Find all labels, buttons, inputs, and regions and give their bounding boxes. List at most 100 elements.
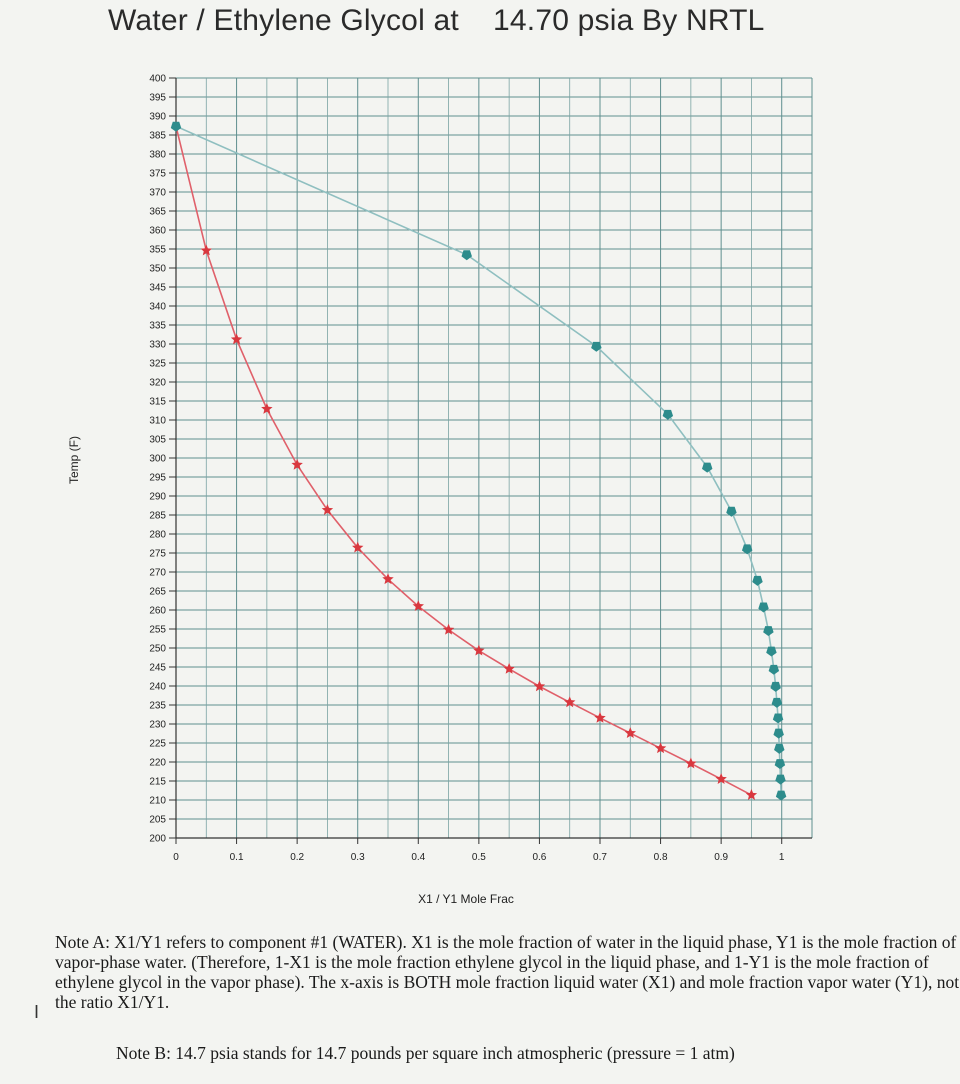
note-b: Note B: 14.7 psia stands for 14.7 pounds… [116, 1043, 735, 1063]
x-tick-label: 0.4 [411, 852, 425, 863]
x-tick-label: 1 [779, 852, 785, 863]
y-tick-label: 225 [149, 739, 166, 750]
y-tick-label: 335 [149, 321, 166, 332]
data-point [741, 544, 753, 555]
x-tick-label: 0.7 [593, 852, 607, 863]
y-tick-label: 265 [149, 587, 166, 598]
data-point [768, 664, 780, 675]
data-point [200, 244, 212, 256]
x-tick-label: 0.1 [230, 852, 244, 863]
data-point [591, 341, 602, 352]
data-point [170, 121, 182, 132]
x-tick-label: 0.8 [654, 852, 668, 863]
data-point [261, 402, 273, 414]
y-tick-label: 245 [149, 663, 166, 674]
y-tick-label: 340 [149, 302, 166, 313]
text-cursor-icon: I [34, 1002, 40, 1022]
y-tick-label: 385 [149, 131, 166, 142]
data-point [763, 626, 774, 637]
y-tick-label: 310 [149, 416, 166, 427]
y-tick-label: 315 [149, 397, 166, 408]
data-point [685, 757, 697, 769]
data-point [771, 697, 783, 708]
y-tick-label: 280 [149, 530, 166, 541]
y-tick-label: 320 [149, 378, 166, 389]
data-point [473, 644, 485, 656]
data-point [503, 662, 515, 674]
y-tick-label: 240 [149, 682, 166, 693]
x-tick-label: 0.2 [290, 852, 304, 863]
series-line-1 [175, 126, 752, 796]
y-tick-label: 370 [149, 188, 166, 199]
y-tick-label: 230 [149, 720, 166, 731]
data-point [382, 573, 394, 585]
data-point [715, 773, 727, 784]
y-tick-label: 270 [149, 568, 166, 579]
y-tick-label: 380 [149, 150, 166, 161]
y-tick-label: 220 [149, 758, 166, 769]
axes: 400 395 390 385 380 375 370 365 360 355 350 345 340 3… [149, 74, 812, 863]
data-point [564, 696, 576, 708]
y-tick-label: 235 [149, 701, 166, 712]
data-point [775, 774, 786, 785]
data-point [230, 333, 243, 345]
x-tick-label: 0.3 [351, 852, 365, 863]
data-point [654, 742, 667, 754]
y-tick-label: 290 [149, 492, 166, 503]
data-point [594, 711, 606, 723]
series-layer [170, 121, 787, 801]
x-tick-label: 0.9 [714, 852, 728, 863]
y-tick-label: 255 [149, 625, 166, 636]
y-tick-label: 215 [149, 777, 166, 788]
data-point [752, 575, 763, 586]
y-tick-label: 300 [149, 454, 166, 465]
data-point [533, 680, 546, 692]
data-point [701, 462, 713, 473]
y-tick-label: 285 [149, 511, 166, 522]
data-point [461, 250, 472, 261]
x-tick-label: 0.5 [472, 852, 486, 863]
y-tick-label: 260 [149, 606, 166, 617]
data-point [758, 602, 769, 613]
y-tick-label: 375 [149, 169, 166, 180]
data-point [662, 409, 674, 420]
data-point [772, 713, 784, 724]
x-tick-label: 0.6 [532, 852, 546, 863]
y-tick-label: 205 [149, 815, 166, 826]
y-tick-label: 365 [149, 207, 166, 218]
data-point [412, 600, 424, 612]
y-tick-label: 355 [149, 245, 166, 256]
data-point [726, 506, 737, 517]
data-point [745, 789, 758, 800]
vle-chart: 400 395 390 385 380 375 370 365 360 355 350 345 340 3… [67, 74, 813, 906]
x-tick-label: 0 [173, 852, 179, 863]
data-point [775, 790, 787, 801]
data-point [774, 759, 786, 770]
y-tick-label: 210 [149, 796, 166, 807]
x-axis-label: X1 / Y1 Mole Frac [418, 892, 514, 906]
y-tick-label: 325 [149, 359, 166, 370]
y-tick-label: 395 [149, 93, 166, 104]
y-tick-label: 330 [149, 340, 166, 351]
data-point [291, 458, 303, 470]
data-point [773, 728, 784, 739]
y-tick-label: 345 [149, 283, 166, 294]
data-point [442, 623, 455, 635]
data-point [352, 541, 364, 553]
y-tick-label: 275 [149, 549, 166, 560]
data-point [766, 646, 777, 657]
y-tick-label: 250 [149, 644, 166, 655]
note-a: Note A: X1/Y1 refers to component #1 (WA… [55, 932, 960, 1012]
y-tick-label: 400 [149, 74, 166, 85]
data-point [624, 727, 636, 738]
data-point [770, 681, 781, 692]
data-point [774, 743, 785, 754]
grid [175, 77, 813, 839]
data-point [321, 504, 334, 515]
y-tick-label: 305 [149, 435, 166, 446]
chart-title: Water / Ethylene Glycol at 14.70 psia By… [108, 4, 765, 37]
y-tick-label: 200 [149, 834, 166, 845]
y-axis-label: Temp (F) [67, 436, 81, 484]
y-tick-label: 295 [149, 473, 166, 484]
y-tick-label: 390 [149, 112, 166, 123]
